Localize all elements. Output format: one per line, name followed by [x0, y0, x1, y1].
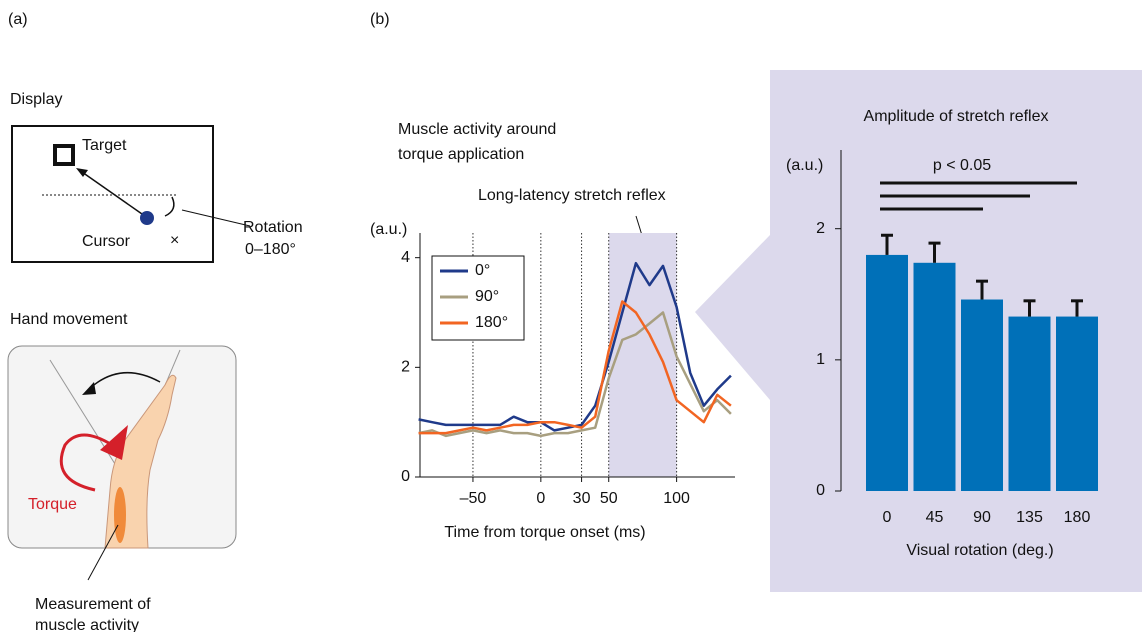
- shaded-region: [608, 233, 677, 477]
- torque-head: [100, 425, 128, 460]
- x-tick-label: 0: [883, 509, 892, 526]
- x-tick-label: 0: [536, 490, 545, 507]
- y-tick-label: 0: [401, 468, 410, 485]
- x-axis-label: Time from torque onset (ms): [444, 524, 645, 541]
- bar: [961, 299, 1003, 491]
- arrow-head: [82, 382, 96, 395]
- target-square: [53, 144, 75, 166]
- inset-pointer: [695, 235, 770, 400]
- muscle: [114, 487, 126, 543]
- chart-title: Muscle activity around: [398, 121, 556, 138]
- bar: [1008, 316, 1051, 491]
- series-line: [418, 300, 732, 435]
- x-tick-label: 45: [926, 509, 944, 526]
- x-tick-label: 100: [663, 490, 690, 507]
- display-frame: [11, 125, 214, 263]
- x-tick-label: 180: [1064, 509, 1091, 526]
- y-tick-label: 0: [816, 482, 825, 499]
- x-axis-label: Visual rotation (deg.): [906, 542, 1053, 559]
- annotation: Long-latency stretch reflex: [478, 187, 666, 204]
- x-tick-label: 50: [600, 490, 618, 507]
- y-axis-label: (a.u.): [786, 157, 823, 174]
- y-axis-label: (a.u.): [370, 221, 407, 238]
- series-line: [418, 311, 732, 438]
- bar: [866, 254, 908, 491]
- measurement-label: Measurement of: [35, 596, 151, 613]
- chart-title: Amplitude of stretch reflex: [864, 108, 1049, 125]
- target-label: Target: [82, 137, 127, 154]
- x-tick-label: 30: [573, 490, 591, 507]
- x-tick-label: –50: [460, 490, 487, 507]
- y-tick-label: 2: [816, 220, 825, 237]
- bar: [913, 262, 956, 491]
- bar: [1056, 316, 1098, 491]
- torque-label: Torque: [28, 496, 77, 513]
- y-tick-label: 4: [401, 249, 410, 266]
- x-tick-label: 90: [973, 509, 991, 526]
- legend-label: 90°: [475, 288, 499, 305]
- rotation-label: 0–180°: [245, 241, 296, 258]
- torque-arrow: [59, 433, 113, 492]
- hand-title: Hand movement: [10, 311, 128, 328]
- panel-label: (b): [370, 11, 390, 28]
- annotation: p < 0.05: [933, 157, 991, 174]
- panel-label: (a): [8, 11, 28, 28]
- x-tick-label: 135: [1016, 509, 1043, 526]
- measurement-label: muscle activity: [35, 617, 139, 632]
- leader-line: [87, 524, 119, 581]
- cross-mark: ×: [170, 232, 179, 249]
- legend-label: 0°: [475, 262, 490, 279]
- guide-line: [49, 359, 126, 481]
- chart-title: torque application: [398, 146, 524, 163]
- cursor-label: Cursor: [82, 233, 131, 250]
- y-tick-label: 2: [401, 359, 410, 376]
- cursor-dot: [140, 211, 154, 225]
- rotation-label: Rotation: [243, 219, 303, 236]
- y-tick-label: 1: [816, 351, 825, 368]
- movement-arc: [87, 371, 161, 391]
- legend-label: 180°: [475, 314, 508, 331]
- display-title: Display: [10, 91, 62, 108]
- rotation-arc: [164, 196, 175, 217]
- movement-arrow: [81, 171, 143, 215]
- leader-line: [181, 209, 251, 227]
- arrow-head: [76, 168, 88, 177]
